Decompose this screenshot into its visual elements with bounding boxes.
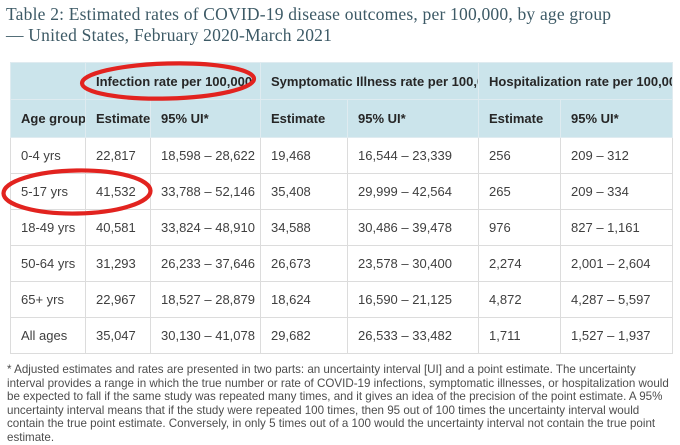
col-group-infection-rate: Infection rate per 100,000 <box>84 62 262 100</box>
age-group-cell: 65+ yrs <box>10 281 86 318</box>
hospitalization-ui-cell: 2,001 – 2,604 <box>560 245 674 282</box>
age-group-cell: 18-49 yrs <box>10 209 86 246</box>
column-group-row: Infection rate per 100,000 Symptomatic I… <box>10 62 674 100</box>
hospitalization-estimate-cell: 265 <box>478 173 562 210</box>
hospitalization-estimate-cell: 256 <box>478 137 562 174</box>
symptomatic-estimate-cell: 34,588 <box>260 209 349 246</box>
age-group-cell: 50-64 yrs <box>10 245 86 282</box>
symptomatic-estimate-cell: 18,624 <box>260 281 349 318</box>
symptomatic-ui-cell: 23,578 – 30,400 <box>347 245 480 282</box>
column-header-row: Age group Estimate 95% UI* Estimate 95% … <box>10 99 674 138</box>
age-group-cell: 0-4 yrs <box>10 137 86 174</box>
table-row: 50-64 yrs 31,293 26,233 – 37,646 26,673 … <box>10 245 674 282</box>
col-header-age-group: Age group <box>10 99 86 138</box>
page-title-line2: — United States, February 2020-March 202… <box>6 25 333 45</box>
hospitalization-ui-cell: 827 – 1,161 <box>560 209 674 246</box>
col-header-infection-estimate: Estimate <box>85 99 151 138</box>
symptomatic-ui-cell: 30,486 – 39,478 <box>347 209 480 246</box>
symptomatic-ui-cell: 16,544 – 23,339 <box>347 137 480 174</box>
infection-estimate-cell: 40,581 <box>85 209 151 246</box>
col-header-hospitalization-estimate: Estimate <box>478 99 562 138</box>
hospitalization-ui-cell: 1,527 – 1,937 <box>560 317 674 354</box>
col-header-symptomatic-estimate: Estimate <box>260 99 349 138</box>
col-group-hospitalization-rate: Hospitalization rate per 100,000 <box>478 62 674 100</box>
infection-ui-cell: 33,824 – 48,910 <box>149 209 262 246</box>
table-row: 18-49 yrs 40,581 33,824 – 48,910 34,588 … <box>10 209 674 246</box>
col-header-hospitalization-ui: 95% UI* <box>560 99 674 138</box>
hospitalization-estimate-cell: 1,711 <box>478 317 562 354</box>
infection-ui-cell: 33,788 – 52,146 <box>149 173 262 210</box>
hospitalization-estimate-cell: 2,274 <box>478 245 562 282</box>
hospitalization-estimate-cell: 4,872 <box>478 281 562 318</box>
infection-estimate-cell: 35,047 <box>85 317 151 354</box>
infection-estimate-cell: 22,817 <box>85 137 151 174</box>
table-row: 0-4 yrs 22,817 18,598 – 28,622 19,468 16… <box>10 137 674 174</box>
symptomatic-ui-cell: 29,999 – 42,564 <box>347 173 480 210</box>
infection-estimate-cell: 22,967 <box>85 281 151 318</box>
infection-estimate-cell: 41,532 <box>85 173 151 210</box>
age-group-cell: All ages <box>10 317 86 354</box>
infection-estimate-cell: 31,293 <box>85 245 151 282</box>
page-title-line1: Table 2: Estimated rates of COVID-19 dis… <box>6 4 612 24</box>
hospitalization-estimate-cell: 976 <box>478 209 562 246</box>
infection-ui-cell: 30,130 – 41,078 <box>149 317 262 354</box>
hospitalization-ui-cell: 209 – 312 <box>560 137 674 174</box>
symptomatic-estimate-cell: 19,468 <box>260 137 349 174</box>
footnote: * Adjusted estimates and rates are prese… <box>7 363 669 444</box>
col-header-symptomatic-ui: 95% UI* <box>347 99 480 138</box>
table-row: All ages 35,047 30,130 – 41,078 29,682 2… <box>10 317 674 354</box>
symptomatic-estimate-cell: 26,673 <box>260 245 349 282</box>
infection-ui-cell: 26,233 – 37,646 <box>149 245 262 282</box>
blank-corner-cell <box>10 62 86 100</box>
table-row: 65+ yrs 22,967 18,527 – 28,879 18,624 16… <box>10 281 674 318</box>
symptomatic-estimate-cell: 29,682 <box>260 317 349 354</box>
col-header-infection-ui: 95% UI* <box>149 99 262 138</box>
table-row: 5-17 yrs 41,532 33,788 – 52,146 35,408 2… <box>10 173 674 210</box>
hospitalization-ui-cell: 4,287 – 5,597 <box>560 281 674 318</box>
symptomatic-ui-cell: 16,590 – 21,125 <box>347 281 480 318</box>
age-group-cell: 5-17 yrs <box>10 173 86 210</box>
hospitalization-ui-cell: 209 – 334 <box>560 173 674 210</box>
col-group-symptomatic-rate: Symptomatic Illness rate per 100,000 <box>260 62 480 100</box>
covid-outcomes-table: Infection rate per 100,000 Symptomatic I… <box>10 62 674 354</box>
infection-ui-cell: 18,598 – 28,622 <box>149 137 262 174</box>
symptomatic-ui-cell: 26,533 – 33,482 <box>347 317 480 354</box>
page-title: Table 2: Estimated rates of COVID-19 dis… <box>6 4 674 46</box>
symptomatic-estimate-cell: 35,408 <box>260 173 349 210</box>
infection-ui-cell: 18,527 – 28,879 <box>149 281 262 318</box>
